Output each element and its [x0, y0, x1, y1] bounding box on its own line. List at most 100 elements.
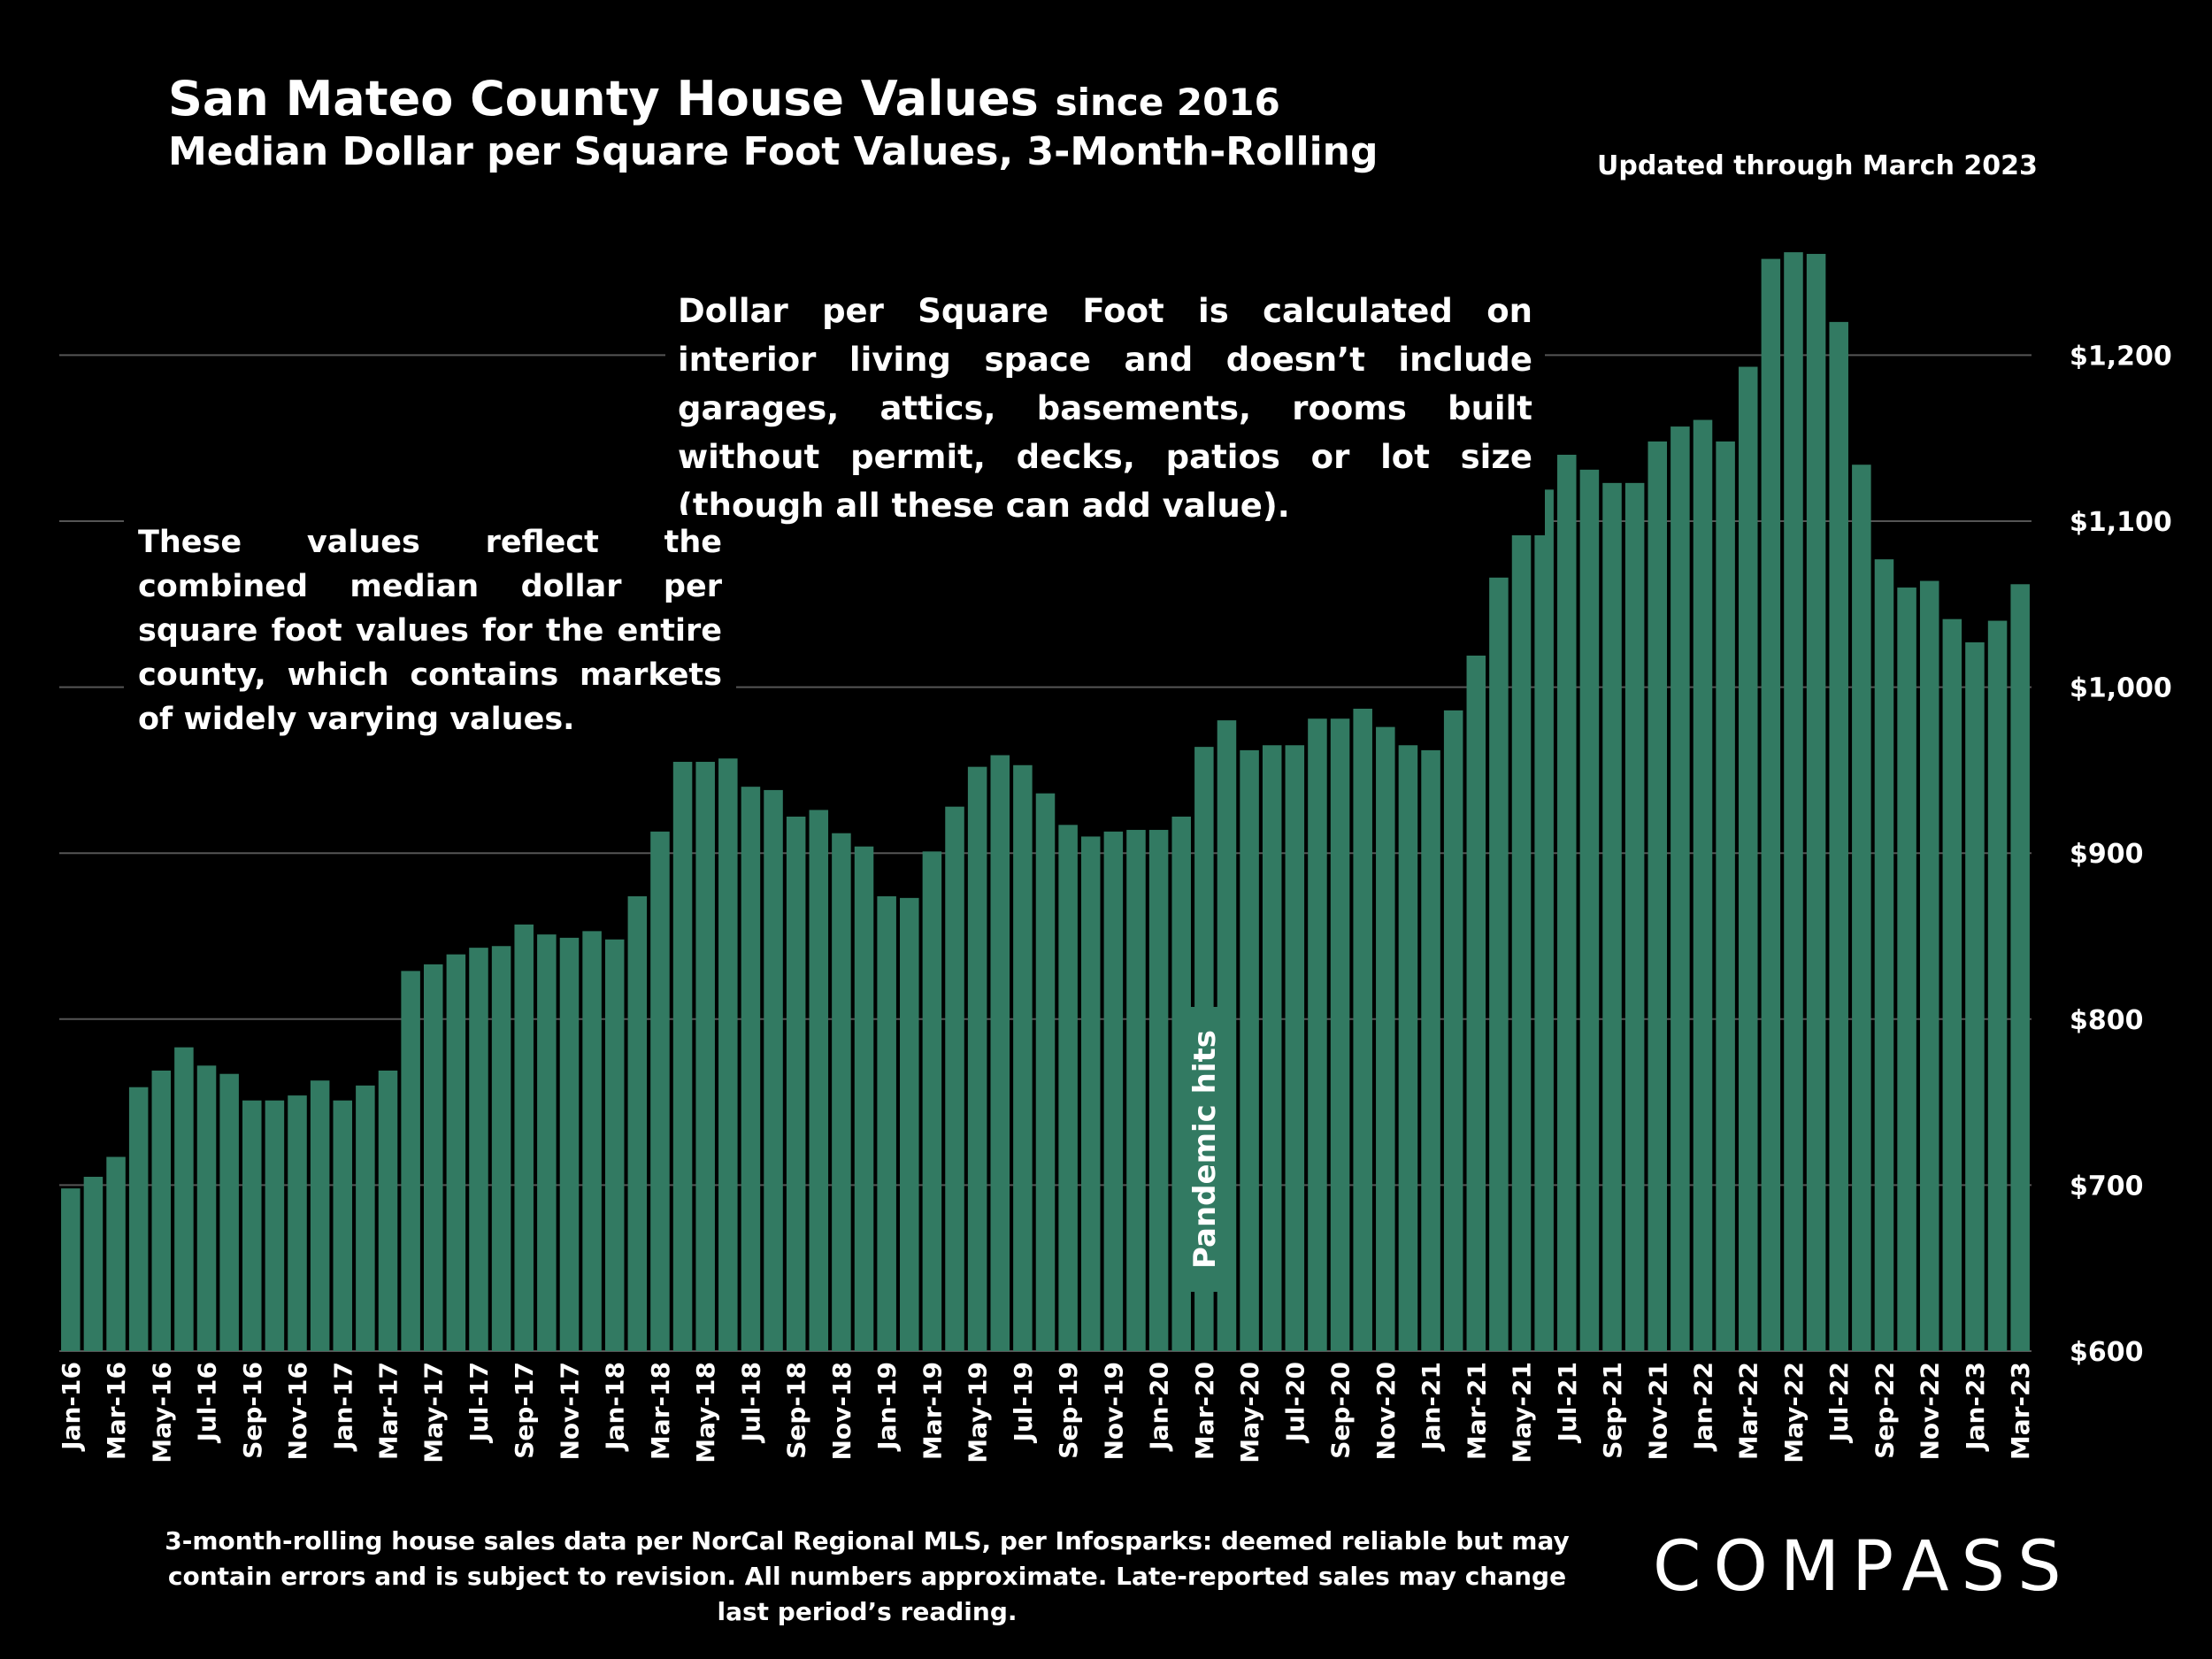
bar [423, 964, 443, 1351]
bar [1285, 745, 1305, 1351]
bar [174, 1047, 194, 1351]
x-tick-label: Jan-18 [601, 1362, 630, 1452]
bar [196, 1065, 217, 1351]
x-tick-label: Sep-18 [782, 1362, 811, 1459]
bar [1353, 708, 1372, 1351]
bar [1624, 482, 1645, 1351]
x-tick-label: May-18 [691, 1362, 720, 1463]
x-tick-label: Sep-22 [1870, 1362, 1899, 1459]
x-tick-label: Jul-20 [1280, 1362, 1310, 1444]
bar [1443, 710, 1463, 1351]
event-label-bg [1179, 1007, 1228, 1292]
bar [1013, 764, 1033, 1351]
y-tick-label: $600 [2070, 1337, 2144, 1368]
x-tick-label: Nov-17 [555, 1362, 584, 1461]
footnote: 3-month-rolling house sales data per Nor… [165, 1526, 1570, 1626]
bar [1534, 489, 1554, 1351]
bar [378, 1070, 398, 1351]
bar [1987, 620, 2008, 1351]
bar [242, 1100, 262, 1351]
bar [1738, 366, 1758, 1352]
bar [1466, 655, 1486, 1351]
bar [219, 1073, 239, 1351]
bar [61, 1188, 81, 1351]
x-tick-label: May-16 [147, 1362, 176, 1463]
y-tick-label: $1,000 [2070, 673, 2172, 704]
x-tick-label: Nov-16 [283, 1362, 312, 1461]
bar [945, 806, 964, 1351]
x-tick-label: Jan-23 [1961, 1362, 1990, 1452]
bar [1716, 441, 1735, 1351]
x-tick-label: Jul-21 [1553, 1362, 1582, 1444]
x-tick-label: Mar-20 [1190, 1362, 1219, 1460]
bar [1103, 831, 1124, 1351]
logo: COMPASS [1653, 1527, 2074, 1607]
x-tick-label: Nov-18 [827, 1362, 856, 1461]
bar [1602, 482, 1622, 1351]
bar [288, 1095, 307, 1351]
title-suffix: since 2016 [1055, 81, 1280, 124]
bar [83, 1177, 104, 1351]
bar [741, 787, 761, 1351]
x-tick-label: Jan-16 [57, 1362, 86, 1452]
bar [537, 934, 557, 1351]
x-tick-label: Mar-22 [1734, 1362, 1763, 1460]
bar [967, 766, 987, 1351]
bar [900, 897, 919, 1351]
y-tick-label: $800 [2070, 1005, 2144, 1036]
bar [1398, 745, 1418, 1351]
bar [356, 1085, 375, 1351]
bar [559, 937, 580, 1351]
bar [401, 971, 420, 1351]
bar [106, 1156, 126, 1351]
bar [582, 931, 602, 1351]
x-tick-label: Nov-19 [1099, 1362, 1128, 1461]
annotation: Dollar per Square Foot is calculated on … [665, 281, 1545, 535]
bar [832, 833, 851, 1351]
bar [877, 895, 896, 1351]
x-tick-label: Mar-17 [374, 1362, 403, 1460]
x-tick-label: Sep-16 [238, 1362, 267, 1459]
x-tick-label: May-17 [419, 1362, 449, 1463]
y-tick-label: $700 [2070, 1171, 2144, 1202]
bar [1852, 465, 1871, 1351]
event-label: Pandemic hits [1187, 1030, 1223, 1269]
bar [809, 810, 829, 1351]
bar [604, 939, 625, 1351]
bar [1376, 726, 1395, 1351]
bar [1897, 588, 1916, 1351]
bar [128, 1087, 149, 1351]
bar [627, 895, 648, 1351]
x-tick-label: Sep-20 [1326, 1362, 1356, 1459]
x-tick-label: Jan-19 [872, 1362, 902, 1452]
x-tick-label: Mar-23 [2006, 1362, 2035, 1460]
x-tick-label: May-22 [1779, 1362, 1809, 1463]
bar [1693, 419, 1713, 1352]
bar [491, 946, 511, 1351]
bar [469, 948, 488, 1351]
bar [1557, 454, 1577, 1351]
bar [1262, 745, 1282, 1351]
bar [151, 1070, 172, 1351]
updated-note: Updated through March 2023 [1597, 150, 2038, 181]
bar [2010, 584, 2030, 1351]
bar [1489, 577, 1509, 1351]
bar [990, 755, 1010, 1351]
x-tick-label: Sep-17 [510, 1362, 539, 1459]
bar [1421, 749, 1440, 1351]
x-tick-label: May-20 [1235, 1362, 1264, 1463]
x-tick-label: Jan-22 [1689, 1362, 1718, 1452]
x-tick-label: Jul-18 [736, 1362, 765, 1444]
bar [695, 762, 715, 1351]
bar [786, 816, 806, 1351]
x-tick-label: Jul-22 [1824, 1362, 1854, 1444]
subtitle: Median Dollar per Square Foot Values, 3-… [168, 129, 1379, 174]
bar [1806, 253, 1826, 1351]
y-tick-label: $1,200 [2070, 341, 2172, 372]
annotation: These values reflect the combined median… [124, 515, 736, 747]
bar [1965, 641, 1985, 1351]
bar [1308, 718, 1327, 1351]
y-tick-label: $1,100 [2070, 507, 2172, 538]
x-tick-label: Jan-17 [328, 1362, 357, 1452]
